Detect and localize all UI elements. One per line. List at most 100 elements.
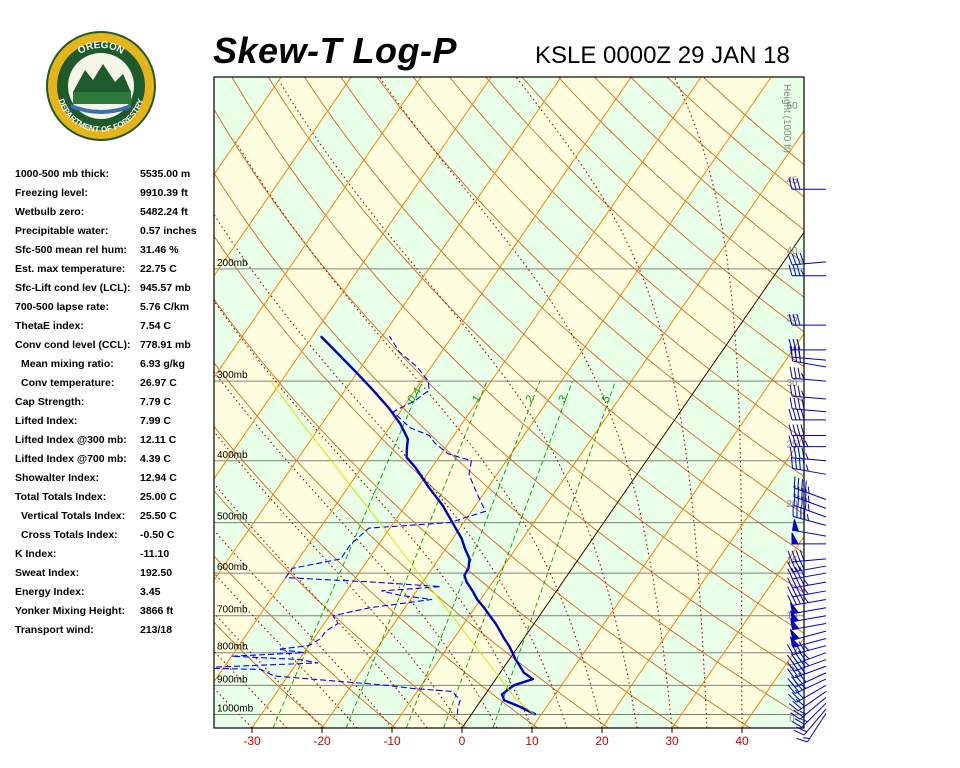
dry-adiabat [214, 108, 804, 676]
index-label: Sfc-Lift cond lev (LCL): [15, 282, 131, 294]
index-label: Sfc-500 mean rel hum: [15, 244, 128, 256]
wind-barb-flag [789, 703, 799, 712]
wind-barb-flag [800, 683, 807, 689]
dry-adiabat [214, 621, 325, 728]
index-label: Lifted Index @700 mb: [15, 453, 127, 465]
wind-barb-staff [793, 487, 827, 500]
wind-barb [790, 696, 827, 720]
wind-barb-staff [793, 516, 827, 526]
wind-barb-flag [795, 560, 801, 571]
wind-barb-flag [793, 729, 805, 736]
wind-barb [788, 435, 826, 448]
wind-barb-staff [793, 504, 827, 518]
wind-barb-flag [796, 313, 801, 326]
wind-barb-flag [796, 178, 801, 190]
index-value: 25.50 C [140, 510, 177, 522]
wind-barb-flag [788, 313, 793, 326]
index-value: 3.45 [140, 586, 161, 598]
index-label: Precipitable water: [15, 225, 109, 237]
wind-barb-staff [794, 672, 827, 688]
logo-text-top: OREGON [76, 40, 126, 57]
index-value: 192.50 [140, 567, 173, 579]
x-tick-label: -10 [383, 734, 401, 748]
wind-barb-flag [793, 346, 797, 358]
dry-adiabat [376, 77, 804, 477]
wind-barb [788, 408, 826, 421]
height-tick-label: 50 [786, 101, 798, 112]
wind-barb-flag [791, 253, 797, 265]
index-row: Wetbulb zero: 5482.24 ft [15, 206, 215, 225]
index-label: Est. max temperature: [15, 263, 126, 275]
wind-barb-flag [787, 684, 796, 694]
index-row: Lifted Index @300 mb: 12.11 C [15, 434, 215, 453]
wind-barb-flag [788, 264, 793, 276]
dry-adiabat [267, 77, 804, 594]
wind-barb-flag [800, 269, 805, 276]
wind-barb-flag [787, 550, 793, 563]
moist-adiabat [515, 77, 708, 728]
wind-barb-flag [801, 447, 805, 459]
wind-barb-flag [789, 345, 793, 358]
wind-barb-flag [798, 641, 806, 652]
index-label: Cap Strength: [15, 396, 85, 408]
index-value: 26.97 C [140, 377, 177, 389]
wind-barb-flag [797, 486, 800, 499]
dry-adiabat [412, 77, 804, 440]
wind-barb-flag [796, 435, 801, 447]
mixing-ratio-line [405, 380, 541, 728]
wind-barb-flag [786, 644, 794, 655]
wind-barb [793, 485, 827, 509]
wind-barb-flag [789, 384, 793, 397]
wind-barb-flag [799, 549, 805, 561]
index-value: 12.11 C [140, 434, 177, 446]
dewpoint-line [214, 335, 487, 715]
index-row: Conv temperature: 26.97 C [15, 377, 215, 396]
wind-barb-flag [801, 718, 808, 723]
wind-barb [791, 532, 826, 545]
wind-barb-staff [793, 659, 827, 672]
wind-barb-flag [796, 338, 801, 351]
isotherm-line [0, 77, 71, 728]
index-value: 7.79 C [140, 396, 171, 408]
index-row: Freezing level: 9910.39 ft [15, 187, 215, 206]
wind-barb-staff [793, 652, 827, 665]
wind-barb-flag [794, 674, 803, 685]
wind-barb [789, 636, 827, 648]
wind-barb [789, 345, 827, 361]
wind-barb-flag [796, 264, 801, 276]
isotherm-band [0, 77, 211, 728]
index-value: 25.00 C [140, 491, 177, 503]
index-row: Est. max temperature: 22.75 C [15, 263, 215, 282]
wind-barb-flag [787, 253, 793, 266]
pressure-label: 700mb [217, 605, 248, 616]
wind-barb-staff [792, 590, 827, 598]
x-tick-label: 10 [525, 734, 539, 748]
wind-barb [787, 252, 827, 266]
wind-barb-staff [796, 684, 827, 703]
wind-barb [793, 476, 827, 500]
wind-barb-pennant [789, 636, 800, 648]
index-row: Cross Totals Index: -0.50 C [15, 529, 215, 548]
moist-adiabat [214, 572, 358, 728]
index-label: K Index: [15, 548, 57, 560]
wind-barb-flag [793, 493, 796, 506]
index-value: 9910.39 ft [140, 187, 188, 199]
wind-barb-staff [792, 598, 827, 606]
isotherm-band [812, 77, 960, 728]
mixing-ratio-label: 3 [556, 393, 569, 405]
mixing-ratio-line [272, 380, 423, 728]
wind-barb-flag [807, 504, 810, 511]
wind-barb-staff [794, 678, 827, 694]
wind-barb-flag [796, 726, 807, 733]
wind-barb-staff [792, 572, 827, 580]
index-value: -11.10 [140, 548, 170, 560]
index-label: Vertical Totals Index: [21, 510, 126, 522]
parcel-line [270, 380, 535, 715]
wind-barb-flag [805, 452, 809, 460]
wind-barb-flag [792, 435, 797, 447]
wind-barb-flag [797, 385, 801, 397]
wind-barb [787, 566, 827, 580]
x-tick-label: 0 [459, 734, 466, 748]
wind-barb-flag [788, 693, 797, 703]
